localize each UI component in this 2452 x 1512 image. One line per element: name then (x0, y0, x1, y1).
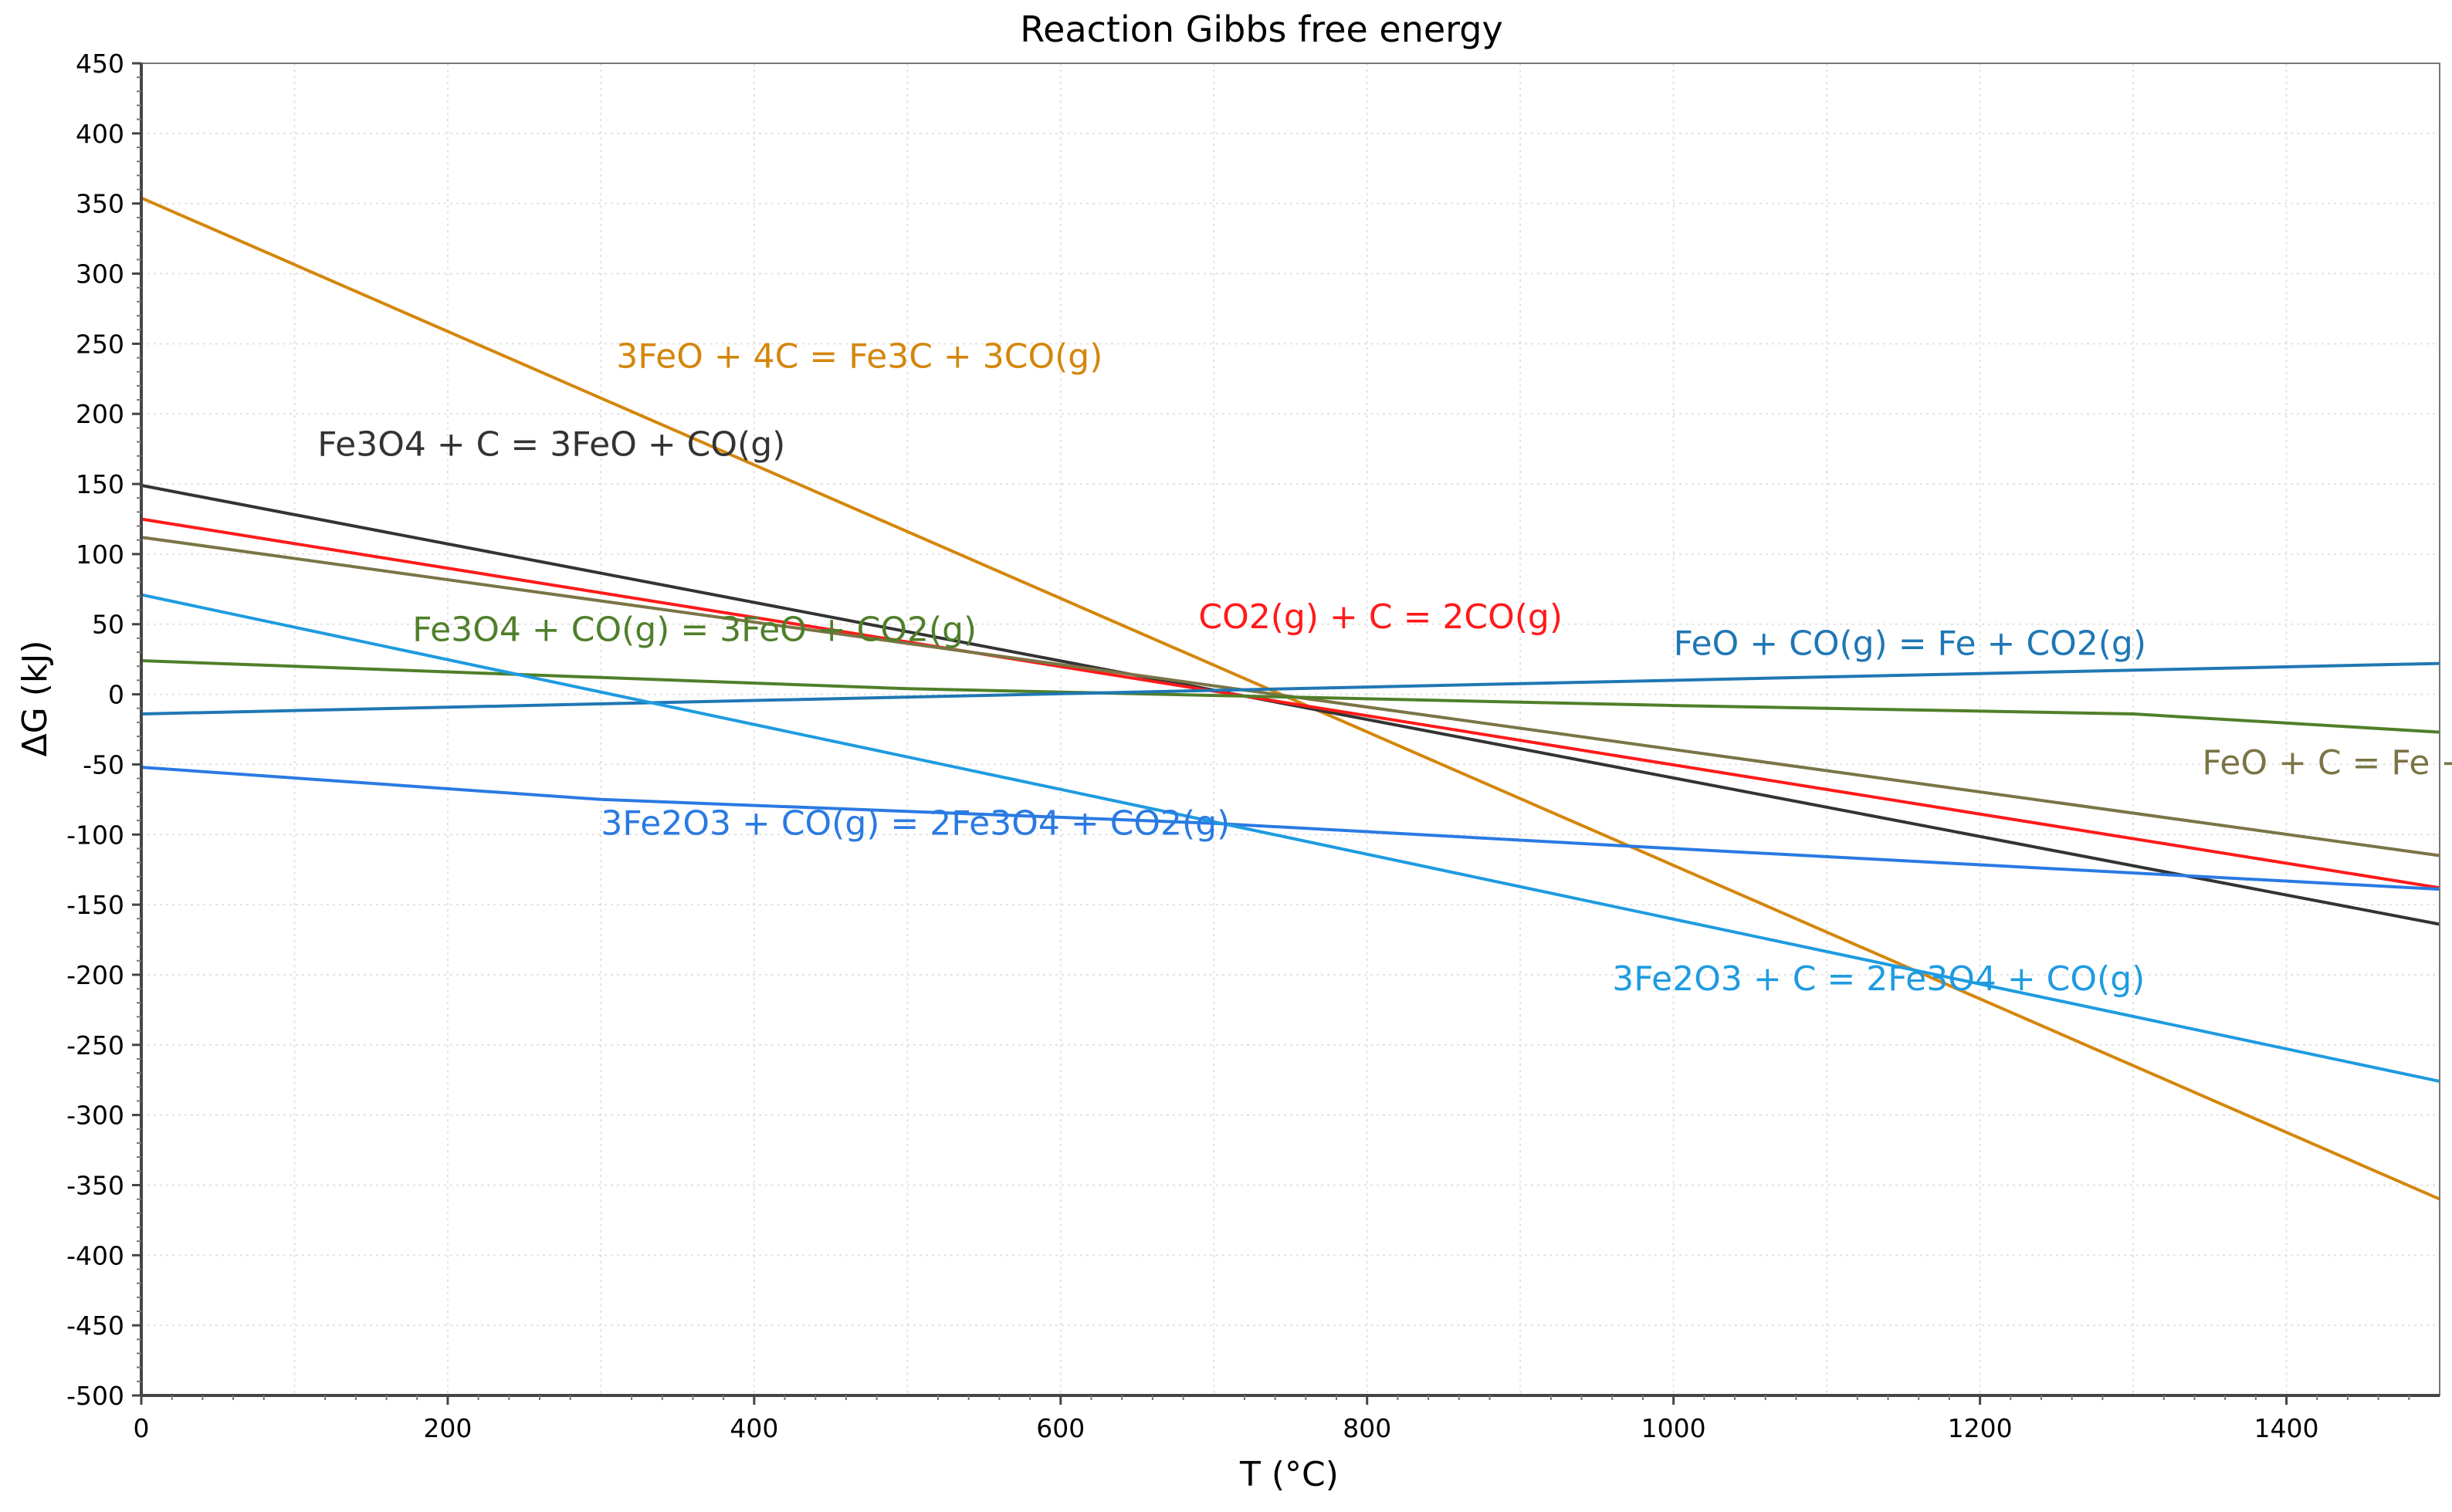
x-tick-label: 400 (730, 1413, 778, 1443)
x-tick-label: 600 (1036, 1413, 1085, 1443)
y-tick-label: -300 (66, 1101, 124, 1131)
x-tick-label: 1400 (2254, 1413, 2319, 1443)
series-label-2: Fe3O4 + C = 3FeO + CO(g) (317, 425, 785, 465)
series-group (141, 196, 2440, 1201)
y-tick-label: 50 (92, 610, 124, 640)
y-tick-label: 350 (76, 189, 124, 219)
y-tick-label: -250 (66, 1030, 124, 1060)
series-line-3 (141, 517, 2440, 890)
y-tick-label: -50 (83, 749, 124, 780)
y-axis-label: ΔG (kJ) (15, 641, 55, 757)
y-tick-label: -400 (66, 1240, 124, 1270)
series-label-3: CO2(g) + C = 2CO(g) (1198, 597, 1563, 637)
y-tick-label: 450 (76, 49, 124, 79)
y-tick-label: 0 (108, 680, 124, 710)
gridlines (141, 63, 2440, 1395)
series-label-5: Fe3O4 + CO(g) = 3FeO + CO2(g) (412, 611, 977, 650)
x-tick-label: 800 (1343, 1413, 1391, 1443)
series-label-4: FeO + C = Fe + CO(g) (2202, 743, 2452, 783)
series-line-6 (141, 661, 2440, 715)
series-line-8 (141, 593, 2440, 1083)
y-tick-label: -450 (66, 1311, 124, 1341)
series-line-5 (141, 659, 2440, 734)
y-tick-label: 100 (76, 540, 124, 570)
y-tick-label: 300 (76, 259, 124, 289)
y-tick-label: -500 (66, 1381, 124, 1411)
series-label-6: FeO + CO(g) = Fe + CO2(g) (1674, 624, 2146, 664)
x-tick-label: 1000 (1641, 1413, 1706, 1443)
chart-title: Reaction Gibbs free energy (1020, 8, 1502, 50)
series-labels: 3FeO + 4C = Fe3C + 3CO(g) Fe3O4 + C = 3Fe… (317, 337, 2452, 999)
plot-frame (140, 63, 2440, 1397)
x-tick-label: 0 (134, 1413, 150, 1443)
y-tick-label: 150 (76, 469, 124, 499)
x-tick-label: 200 (423, 1413, 472, 1443)
axis-ticks: 450 400 350 300 250 200 150 100 50 0 -50 -100 -150 -2… (66, 49, 2410, 1443)
y-tick-label: 250 (76, 329, 124, 359)
y-tick-label: -150 (66, 890, 124, 920)
y-tick-label: -200 (66, 960, 124, 990)
series-label-8: 3Fe2O3 + C = 2Fe3O4 + CO(g) (1612, 959, 2145, 999)
x-tick-label: 1200 (1948, 1413, 2013, 1443)
y-tick-label: 200 (76, 399, 124, 429)
series-label-1: 3FeO + 4C = Fe3C + 3CO(g) (616, 337, 1102, 376)
y-tick-label: -350 (66, 1170, 124, 1200)
y-tick-label: 400 (76, 119, 124, 149)
y-tick-label: -100 (66, 820, 124, 850)
series-label-7: 3Fe2O3 + CO(g) = 2Fe3O4 + CO2(g) (601, 803, 1230, 843)
x-axis-label: T (°C) (1239, 1455, 1339, 1494)
